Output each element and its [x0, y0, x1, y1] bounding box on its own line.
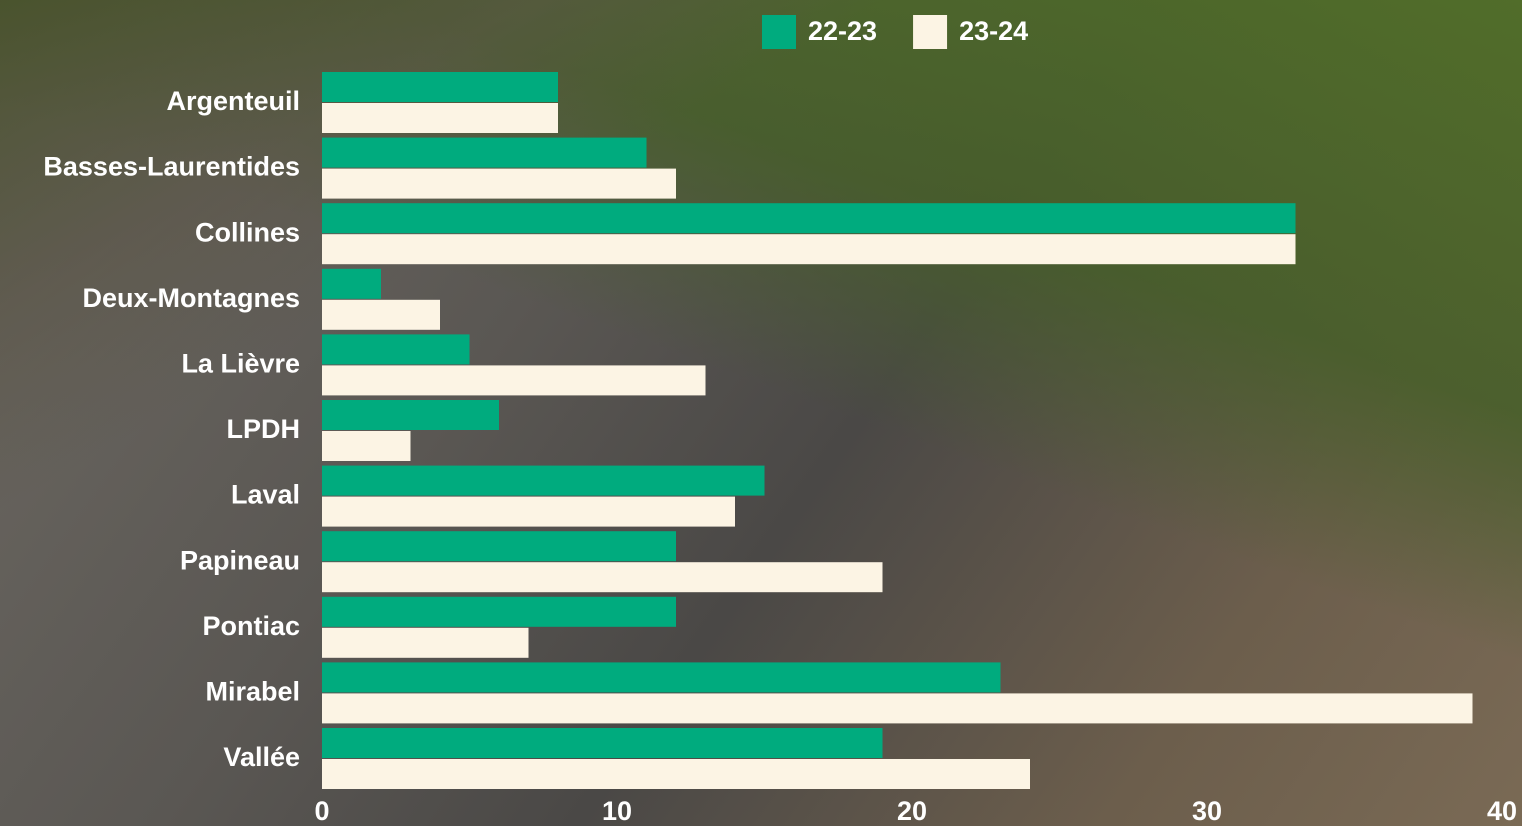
y-tick-label: Deux-Montagnes — [82, 283, 300, 313]
legend-label: 23-24 — [959, 16, 1028, 46]
y-tick-label: Argenteuil — [166, 86, 300, 116]
bar — [322, 300, 440, 330]
bar — [322, 597, 676, 627]
bar — [322, 72, 558, 102]
bar — [322, 728, 883, 758]
legend-swatch — [762, 15, 796, 49]
x-tick-label: 10 — [602, 796, 632, 826]
bar — [322, 628, 529, 658]
y-tick-label: LPDH — [227, 414, 301, 444]
x-tick-label: 40 — [1487, 796, 1517, 826]
y-tick-label: La Lièvre — [181, 349, 300, 379]
bar — [322, 759, 1030, 789]
bar — [322, 400, 499, 430]
y-tick-label: Basses-Laurentides — [43, 152, 300, 182]
bar — [322, 269, 381, 299]
bar — [322, 334, 470, 364]
y-tick-label: Vallée — [223, 742, 300, 772]
x-tick-label: 20 — [897, 796, 927, 826]
legend-label: 22-23 — [808, 16, 877, 46]
y-tick-label: Laval — [231, 480, 300, 510]
chart: 0 10 20 30 40 22-23 23-24 Argenteuil Basses-Laur… — [0, 0, 1522, 826]
bar — [322, 531, 676, 561]
legend-swatch — [913, 15, 947, 49]
y-tick-label: Pontiac — [202, 611, 300, 641]
y-tick-label: Collines — [195, 217, 300, 247]
bar — [322, 693, 1473, 723]
bar — [322, 497, 735, 527]
page: 0 10 20 30 40 22-23 23-24 Argenteuil Basses-Laur… — [0, 0, 1522, 826]
bar — [322, 662, 1001, 692]
bar — [322, 169, 676, 199]
bar — [322, 562, 883, 592]
bar — [322, 234, 1296, 264]
x-tick-label: 30 — [1192, 796, 1222, 826]
bar — [322, 365, 706, 395]
x-tick-label: 0 — [314, 796, 329, 826]
bar — [322, 138, 647, 168]
bar — [322, 203, 1296, 233]
bar — [322, 431, 411, 461]
bar — [322, 466, 765, 496]
bar — [322, 103, 558, 133]
y-tick-label: Mirabel — [205, 677, 300, 707]
y-tick-label: Papineau — [180, 545, 300, 575]
